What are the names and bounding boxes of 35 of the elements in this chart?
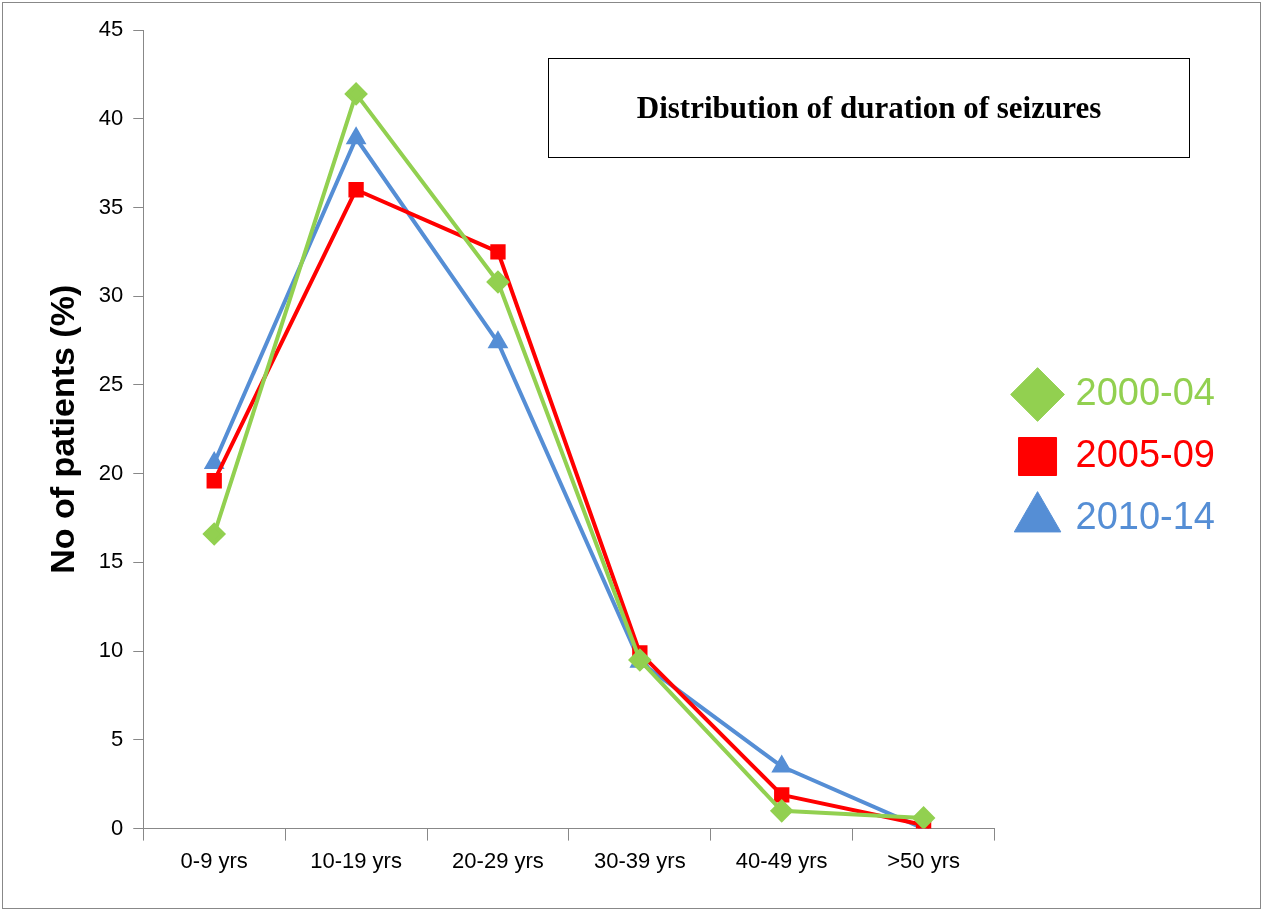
point (345, 82, 368, 105)
x-tick-label: 30-39 yrs (593, 847, 686, 873)
x-tick-label: 40-49 yrs (735, 847, 828, 873)
legend-label: 2005-09 (1075, 432, 1216, 475)
x-tick-label: >50 yrs (887, 847, 960, 873)
y-tick-label: 5 (111, 725, 124, 751)
point (772, 756, 791, 773)
point (489, 332, 507, 349)
y-tick-label: 15 (98, 548, 124, 574)
y-tick-label: 30 (98, 282, 124, 308)
point (490, 244, 506, 260)
point (205, 453, 224, 470)
point (770, 799, 793, 822)
y-tick-label: 0 (111, 814, 124, 840)
point (774, 787, 790, 803)
y-tick-label: 25 (98, 371, 124, 396)
point (206, 473, 222, 489)
title-box: Distribution of duration of seizures (548, 58, 1190, 158)
point (628, 649, 651, 672)
y-tick-label: 10 (98, 637, 124, 663)
point (912, 806, 935, 829)
y-axis-title: No of patients (%) (42, 284, 81, 574)
y-tick-label: 40 (98, 104, 124, 130)
y-tick-label: 20 (98, 459, 124, 485)
legend-label: 2000-04 (1075, 370, 1216, 413)
x-tick-label: 20-29 yrs (452, 847, 544, 873)
point (347, 128, 366, 145)
point (348, 182, 364, 198)
point (203, 523, 226, 546)
x-tick-label: 10-19 yrs (310, 847, 402, 873)
point (486, 271, 509, 293)
x-tick-label: 0-9 yrs (180, 847, 248, 873)
y-tick-label: 45 (98, 16, 124, 42)
y-tick-label: 35 (98, 193, 124, 219)
legend-label: 2010-14 (1075, 494, 1216, 537)
